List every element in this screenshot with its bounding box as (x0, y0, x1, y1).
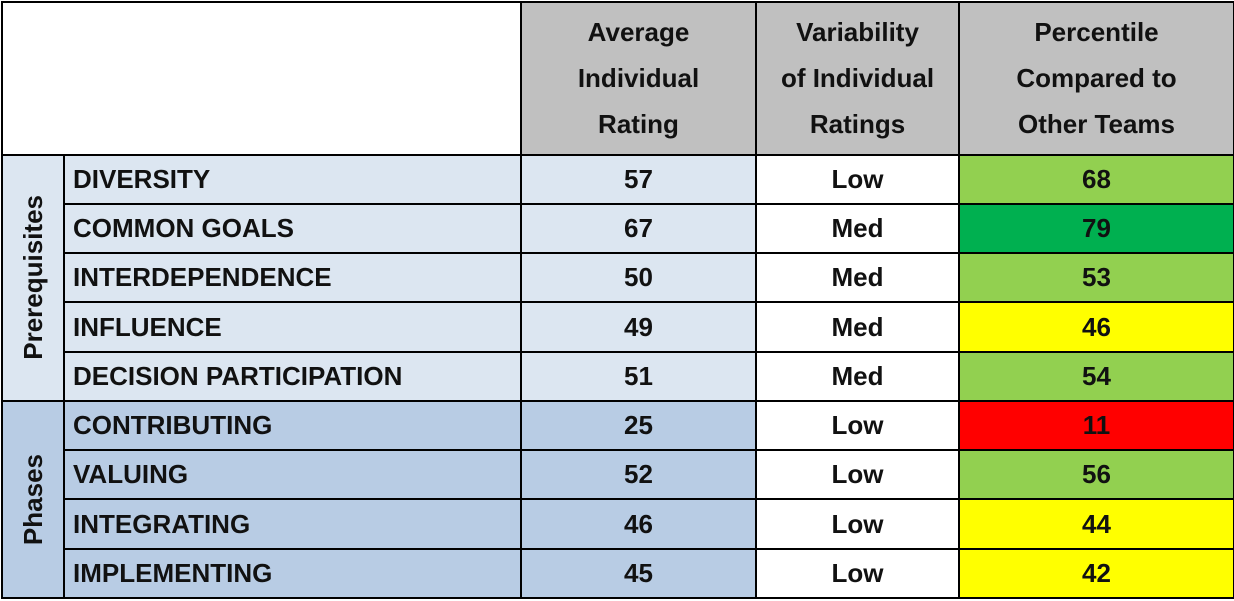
data-row: Phases CONTRIBUTING 25 Low 11 (1, 399, 1234, 600)
average-rating: 57 (520, 153, 757, 206)
column-header: Percentile Compared to Other Teams (958, 1, 1234, 156)
row-name: VALUING (63, 449, 522, 501)
column-header: Average Individual Rating (520, 1, 757, 156)
variability: Med (755, 301, 960, 353)
percentile: 53 (958, 252, 1234, 304)
average-rating: 50 (520, 252, 757, 304)
data-row: COMMON GOALS 67 Med 79 (2, 202, 1234, 255)
header-row: Average Individual Rating Variability of Ind… (1, 1, 1234, 156)
variability: Low (755, 399, 960, 452)
header-line: Other Teams (1017, 109, 1175, 140)
header-line: Individual (577, 63, 700, 94)
header-line: Compared to (1016, 63, 1177, 94)
header-blank (1, 1, 522, 156)
average-rating: 49 (520, 301, 757, 353)
header-line: Average (587, 17, 690, 48)
header-line: Ratings (809, 109, 906, 140)
percentile: 79 (958, 202, 1234, 255)
row-name: IMPLEMENTING (63, 547, 522, 600)
data-row: IMPLEMENTING 45 Low 42 (2, 547, 1234, 600)
row-name: CONTRIBUTING (63, 399, 522, 452)
variability: Low (755, 449, 960, 501)
group-label: Phases (17, 453, 48, 545)
percentile: 44 (958, 498, 1234, 550)
row-name: INFLUENCE (63, 301, 522, 353)
data-row: INTEGRATING 46 Low 44 (2, 498, 1234, 550)
variability: Med (755, 202, 960, 255)
data-row: Prerequisites DIVERSITY 57 Low 68 (1, 153, 1234, 402)
variability: Med (755, 350, 960, 402)
header-line: Rating (598, 109, 679, 140)
variability: Med (755, 252, 960, 304)
percentile: 56 (958, 449, 1234, 501)
average-rating: 45 (520, 547, 757, 600)
row-name: COMMON GOALS (63, 202, 522, 255)
average-rating: 46 (520, 498, 757, 550)
group-label: Prerequisites (17, 195, 48, 361)
percentile: 46 (958, 301, 1234, 353)
group-cell: Prerequisites (1, 153, 65, 402)
column-header: Variability of Individual Ratings (755, 1, 960, 156)
percentile: 11 (958, 399, 1234, 452)
row-name: INTERDEPENDENCE (63, 252, 522, 304)
header-line: Percentile (1034, 17, 1159, 48)
average-rating: 67 (520, 202, 757, 255)
variability: Low (755, 153, 960, 206)
variability: Low (755, 547, 960, 600)
percentile: 42 (958, 547, 1234, 600)
average-rating: 51 (520, 350, 757, 402)
data-row: INFLUENCE 49 Med 46 (2, 301, 1234, 353)
variability: Low (755, 498, 960, 550)
row-name: INTEGRATING (63, 498, 522, 550)
group-cell: Phases (1, 399, 65, 600)
header-line: Variability (796, 17, 919, 48)
percentile: 54 (958, 350, 1234, 402)
row-name: DIVERSITY (63, 153, 522, 206)
percentile: 68 (958, 153, 1234, 206)
data-row: DECISION PARTICIPATION 51 Med 54 (2, 350, 1234, 402)
data-row: INTERDEPENDENCE 50 Med 53 (2, 252, 1234, 304)
data-row: VALUING 52 Low 56 (2, 449, 1234, 501)
row-name: DECISION PARTICIPATION (63, 350, 522, 402)
header-line: of Individual (780, 63, 935, 94)
average-rating: 25 (520, 399, 757, 452)
average-rating: 52 (520, 449, 757, 501)
